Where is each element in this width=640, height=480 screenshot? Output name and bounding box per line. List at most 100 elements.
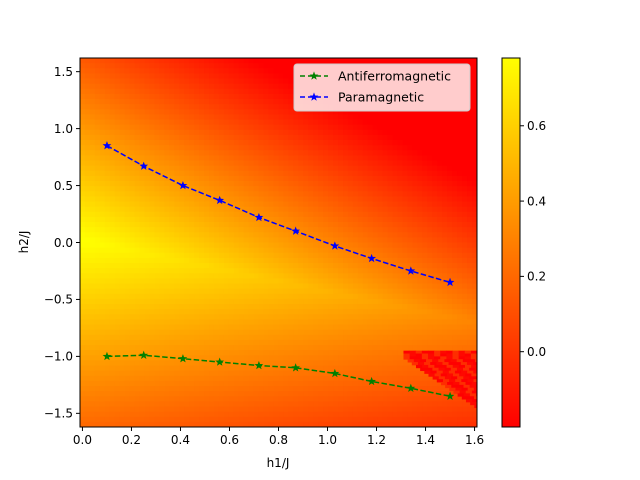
heatmap-cell: [189, 329, 195, 336]
heatmap-cell: [124, 150, 131, 156]
heatmap-cell: [392, 345, 399, 351]
heatmap-cell: [402, 114, 409, 121]
heatmap-cell: [343, 401, 349, 408]
heatmap-cell: [144, 83, 151, 90]
heatmap-cell: [397, 196, 404, 203]
heatmap-cell: [109, 175, 116, 182]
heatmap-cell: [313, 401, 319, 408]
heatmap-cell: [288, 263, 294, 269]
heatmap-cell: [268, 222, 275, 228]
heatmap-cell: [84, 211, 91, 218]
heatmap-cell: [199, 140, 205, 146]
heatmap-cell: [149, 360, 156, 367]
heatmap-cell: [94, 129, 101, 136]
heatmap-cell: [377, 406, 384, 413]
heatmap-cell: [298, 150, 304, 156]
heatmap-cell: [129, 160, 136, 167]
heatmap-cell: [154, 288, 160, 295]
heatmap-cell: [343, 257, 349, 264]
heatmap-cell: [273, 278, 280, 285]
heatmap-cell: [308, 278, 314, 285]
heatmap-cell: [303, 170, 309, 177]
heatmap-cell: [417, 421, 424, 427]
heatmap-cell: [338, 170, 344, 177]
heatmap-cell: [382, 232, 389, 238]
heatmap-cell: [298, 273, 304, 279]
heatmap-cell: [402, 211, 409, 218]
heatmap-cell: [109, 232, 116, 238]
heatmap-cell: [263, 160, 270, 167]
heatmap-cell: [80, 252, 86, 259]
heatmap-cell: [159, 216, 165, 223]
heatmap-cell: [258, 421, 265, 427]
heatmap-cell: [283, 186, 290, 192]
heatmap-cell: [347, 401, 354, 408]
heatmap-cell: [298, 181, 304, 187]
heatmap-cell: [343, 386, 349, 392]
heatmap-cell: [318, 401, 324, 408]
heatmap-cell: [392, 319, 399, 326]
heatmap-cell: [377, 252, 384, 259]
heatmap-cell: [164, 309, 170, 315]
heatmap-cell: [159, 227, 165, 233]
heatmap-cell: [392, 181, 399, 187]
heatmap-cell: [189, 304, 195, 310]
heatmap-cell: [154, 314, 160, 320]
heatmap-cell: [278, 401, 285, 408]
heatmap-cell: [99, 124, 106, 131]
heatmap-cell: [80, 334, 86, 341]
heatmap-cell: [174, 319, 180, 326]
heatmap-cell: [263, 350, 270, 356]
heatmap-cell: [194, 155, 200, 162]
heatmap-cell: [343, 165, 349, 172]
heatmap-cell: [228, 416, 235, 423]
heatmap-cell: [273, 227, 280, 233]
heatmap-cell: [313, 119, 319, 126]
heatmap-cell: [199, 293, 205, 300]
heatmap-cell: [223, 181, 230, 187]
heatmap-cell: [323, 288, 329, 295]
heatmap-cell: [268, 380, 275, 387]
heatmap-cell: [357, 252, 364, 259]
heatmap-cell: [258, 145, 265, 151]
heatmap-cell: [223, 314, 230, 320]
heatmap-cell: [402, 304, 409, 310]
heatmap-cell: [228, 99, 235, 105]
heatmap-cell: [99, 201, 106, 208]
heatmap-cell: [397, 370, 404, 377]
heatmap-cell: [114, 329, 121, 336]
heatmap-cell: [417, 329, 424, 336]
heatmap-cell: [199, 298, 205, 305]
heatmap-cell: [253, 140, 260, 146]
heatmap-cell: [258, 88, 265, 95]
heatmap-cell: [104, 375, 111, 382]
heatmap-cell: [164, 232, 170, 238]
heatmap-cell: [422, 150, 428, 156]
heatmap-cell: [119, 324, 126, 331]
heatmap-cell: [333, 345, 339, 351]
heatmap-cell: [114, 160, 121, 167]
heatmap-cell: [164, 334, 170, 341]
heatmap-cell: [412, 365, 419, 372]
heatmap-cell: [179, 391, 185, 397]
heatmap-cell: [298, 288, 304, 295]
heatmap-cell: [94, 252, 101, 259]
heatmap-cell: [164, 416, 170, 423]
heatmap-cell: [194, 242, 200, 249]
heatmap-cell: [104, 73, 111, 80]
heatmap-cell: [144, 396, 151, 402]
heatmap-cell: [228, 319, 235, 326]
heatmap-cell: [303, 191, 309, 197]
heatmap-cell: [204, 252, 210, 259]
heatmap-cell: [84, 63, 91, 69]
heatmap-cell: [194, 386, 200, 392]
heatmap-cell: [268, 329, 275, 336]
heatmap-cell: [243, 386, 250, 392]
heatmap-cell: [347, 396, 354, 402]
heatmap-cell: [164, 247, 170, 254]
heatmap-cell: [194, 201, 200, 208]
heatmap-cell: [159, 232, 165, 238]
heatmap-cell: [149, 386, 156, 392]
heatmap-cell: [273, 237, 280, 244]
heatmap-cell: [184, 227, 190, 233]
